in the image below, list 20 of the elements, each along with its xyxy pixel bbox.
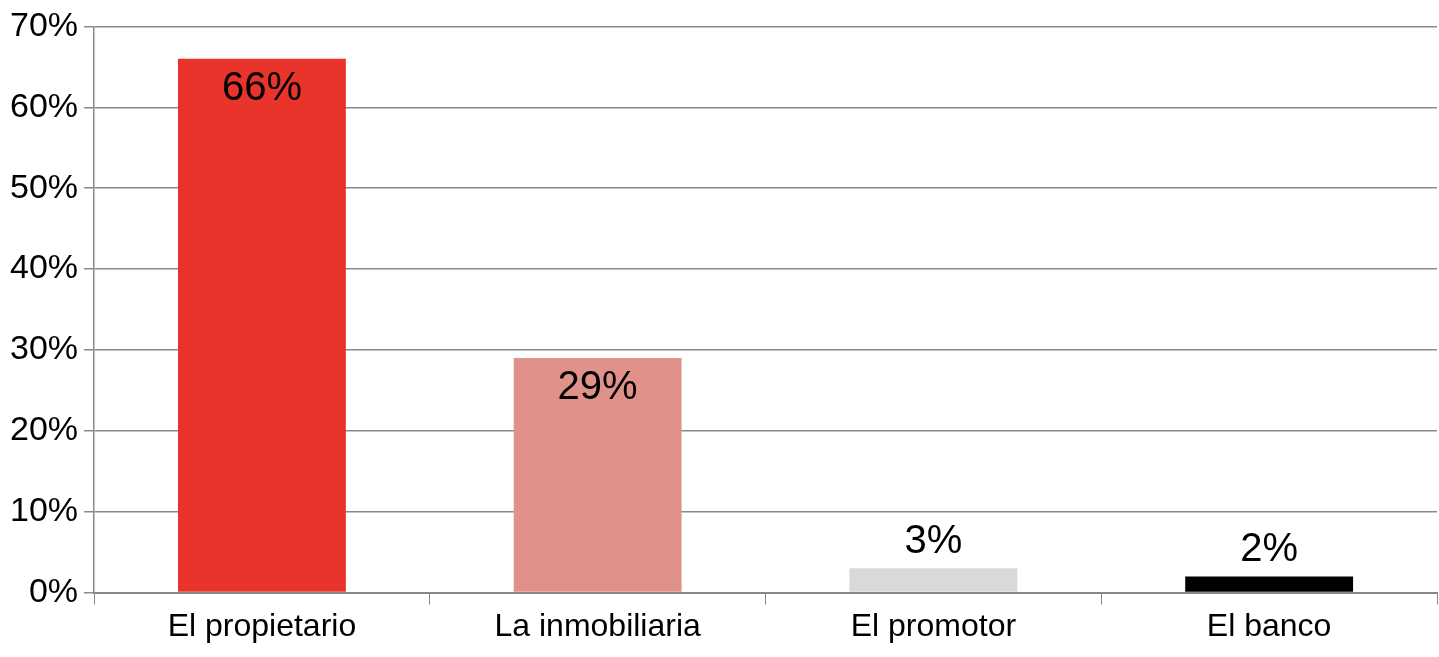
y-tick-label: 30% — [9, 328, 79, 367]
data-label: 2% — [1240, 525, 1299, 570]
y-tick-label: 60% — [9, 85, 79, 124]
x-tick-label: El promotor — [850, 606, 1017, 643]
bar — [1185, 576, 1354, 592]
y-tick-label: 20% — [9, 409, 79, 448]
bar — [849, 568, 1018, 592]
y-tick-label: 70% — [9, 4, 79, 43]
y-tick-label: 50% — [9, 166, 79, 205]
x-tick-label: La inmobiliaria — [494, 606, 702, 643]
y-tick-label: 10% — [9, 490, 79, 529]
data-label: 3% — [904, 517, 963, 562]
x-tick-label: El propietario — [167, 606, 357, 643]
bar — [513, 358, 682, 592]
data-label: 29% — [557, 363, 638, 408]
y-tick-label: 40% — [9, 247, 79, 286]
x-tick-label: El banco — [1206, 606, 1332, 643]
data-label: 66% — [221, 63, 302, 108]
y-tick-label: 0% — [28, 570, 79, 609]
bar — [177, 58, 346, 592]
